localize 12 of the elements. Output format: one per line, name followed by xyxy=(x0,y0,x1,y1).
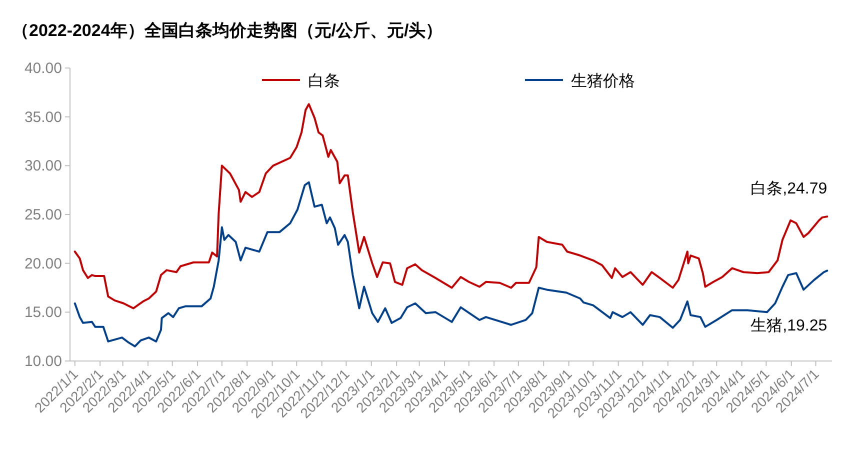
chart-title: （2022-2024年）全国白条均价走势图（元/公斤、元/头） xyxy=(12,21,443,40)
y-tick-label: 20.00 xyxy=(24,255,62,272)
y-tick-label: 35.00 xyxy=(24,108,62,126)
annotation: 白条,24.79 xyxy=(750,180,828,198)
y-tick-label: 25.00 xyxy=(24,206,62,224)
y-tick-label: 30.00 xyxy=(24,158,62,175)
legend-label: 生猪价格 xyxy=(571,72,635,90)
legend-label: 白条 xyxy=(308,73,340,90)
y-tick-label: 40.00 xyxy=(24,60,62,77)
annotation: 生猪,19.25 xyxy=(750,316,828,335)
y-tick-label: 15.00 xyxy=(24,304,62,322)
y-tick-label: 10.00 xyxy=(24,353,62,370)
